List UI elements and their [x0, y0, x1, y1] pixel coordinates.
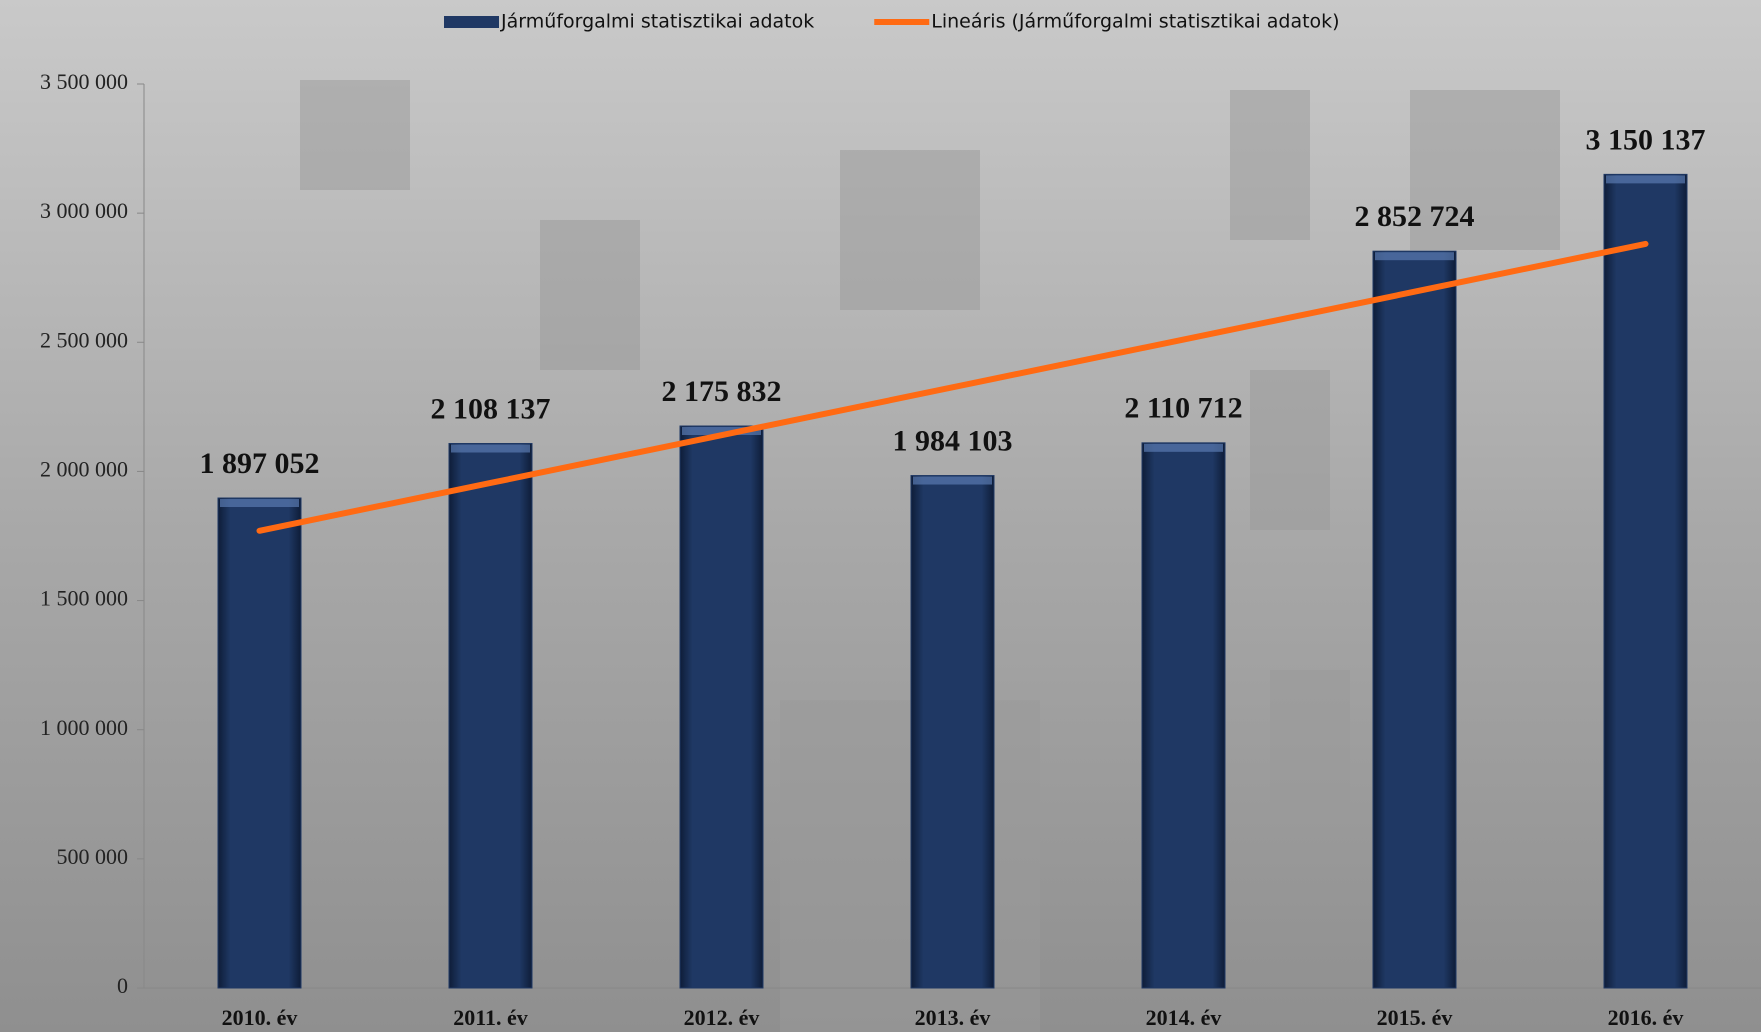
value-label: 3 150 137 [1586, 123, 1706, 156]
bar [1603, 173, 1688, 989]
bar [1141, 442, 1226, 989]
y-tick-label: 500 000 [57, 844, 129, 869]
bar-bevel [682, 427, 761, 436]
bar-bevel [1375, 252, 1454, 261]
value-label: 2 852 724 [1355, 200, 1475, 233]
value-label: 1 897 052 [200, 447, 320, 480]
x-tick-label: 2013. év [915, 1005, 991, 1030]
y-tick-label: 0 [117, 973, 128, 998]
value-label: 1 984 103 [893, 424, 1013, 457]
x-tick-label: 2012. év [684, 1005, 760, 1030]
y-tick-label: 1 000 000 [40, 715, 128, 740]
bar [448, 442, 533, 989]
x-tick-label: 2010. év [222, 1005, 298, 1030]
x-tick-label: 2014. év [1146, 1005, 1222, 1030]
value-label: 2 175 832 [662, 375, 782, 408]
value-label: 2 110 712 [1124, 392, 1242, 425]
y-tick-label: 2 500 000 [40, 327, 128, 352]
bar [1372, 250, 1457, 989]
bar-bevel [913, 476, 992, 485]
legend-label: Járműforgalmi statisztikai adatok [500, 11, 814, 33]
bar [910, 475, 995, 989]
bar [217, 497, 302, 989]
bar-bevel [1606, 175, 1685, 184]
bar-bevel [451, 444, 530, 453]
bar-bevel [220, 499, 299, 508]
x-tick-label: 2011. év [453, 1005, 528, 1030]
x-tick-label: 2015. év [1377, 1005, 1453, 1030]
legend-label: Lineáris (Járműforgalmi statisztikai ada… [931, 11, 1339, 33]
y-tick-label: 2 000 000 [40, 456, 128, 481]
value-label: 2 108 137 [431, 392, 551, 425]
legend-swatch [444, 16, 499, 28]
y-tick-label: 3 000 000 [40, 198, 128, 223]
bar-bevel [1144, 443, 1223, 452]
background-photo [300, 80, 1560, 1032]
bar [679, 425, 764, 989]
x-tick-label: 2016. év [1608, 1005, 1684, 1030]
y-tick-label: 3 500 000 [40, 69, 128, 94]
trend-line [256, 240, 1649, 534]
y-tick-label: 1 500 000 [40, 586, 128, 611]
